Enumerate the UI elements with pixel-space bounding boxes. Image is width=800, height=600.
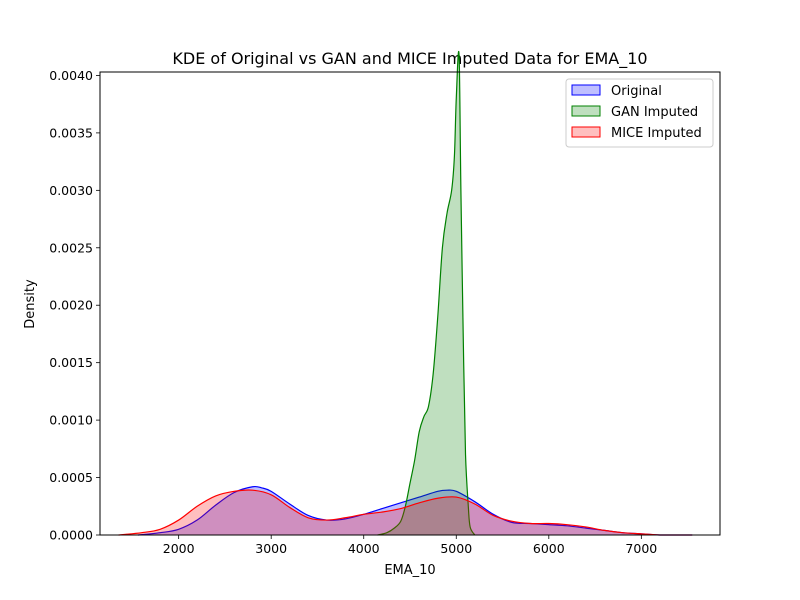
- plot-area: [118, 51, 693, 536]
- y-axis-label: Density: [23, 279, 38, 329]
- y-tick-label: 0.0025: [49, 240, 93, 255]
- legend-swatch-gan-imputed: [571, 105, 601, 117]
- mice-imputed-line: [118, 489, 693, 536]
- x-tick-label: 6000: [533, 541, 565, 556]
- x-tick-label: 5000: [440, 541, 472, 556]
- x-axis: 2000 3000 4000 5000 6000 7000: [163, 535, 657, 556]
- x-tick-label: 4000: [348, 541, 380, 556]
- legend-box: [565, 78, 714, 148]
- mice-imputed-area: [118, 489, 693, 535]
- y-tick-label: 0.0035: [49, 125, 93, 140]
- plot-frame: [99, 71, 721, 536]
- original-line: [137, 485, 693, 536]
- y-tick-label: 0.0020: [49, 298, 93, 313]
- y-tick-label: 0.0000: [49, 528, 93, 543]
- y-tick-label: 0.0005: [49, 470, 93, 485]
- y-tick-label: 0.0040: [49, 68, 93, 83]
- gan-imputed-area: [377, 51, 475, 536]
- legend: Original GAN Imputed MICE Imputed: [565, 78, 714, 148]
- chart-title: KDE of Original vs GAN and MICE Imputed …: [172, 49, 647, 69]
- legend-swatch-mice-imputed: [571, 126, 601, 138]
- y-axis: 0.0000 0.0005 0.0010 0.0015 0.0020 0.0025 0.00…: [49, 68, 100, 543]
- y-tick-label: 0.0015: [49, 355, 93, 370]
- x-tick-label: 2000: [163, 541, 195, 556]
- legend-label-gan-imputed: GAN Imputed: [611, 105, 698, 120]
- x-tick-label: 7000: [625, 541, 657, 556]
- gan-imputed-line: [377, 51, 476, 536]
- legend-swatch-original: [571, 84, 601, 96]
- y-tick-label: 0.0010: [49, 413, 93, 428]
- legend-label-mice-imputed: MICE Imputed: [611, 126, 702, 141]
- y-tick-label: 0.0030: [49, 183, 93, 198]
- x-tick-label: 3000: [255, 541, 287, 556]
- legend-label-original: Original: [611, 84, 662, 99]
- x-axis-label: EMA_10: [384, 563, 435, 578]
